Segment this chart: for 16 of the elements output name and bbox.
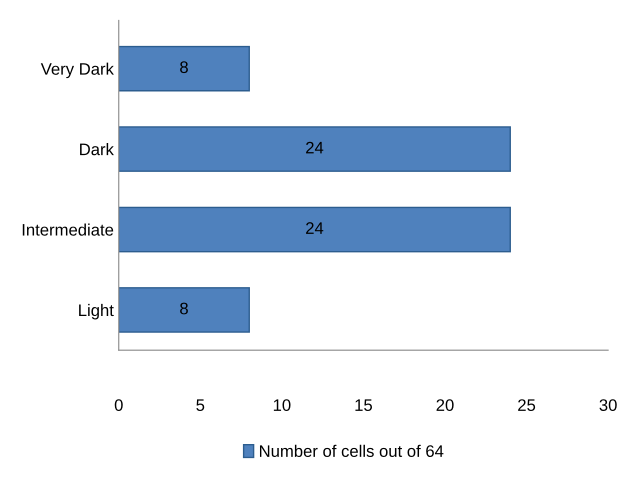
x-tick-label: 20 — [436, 399, 454, 412]
x-tick-label: 25 — [518, 399, 536, 412]
x-tick-label: 30 — [599, 399, 617, 412]
y-tick-label: Dark — [80, 143, 114, 156]
x-tick-label: 5 — [196, 399, 204, 412]
y-tick-label: Light — [79, 304, 114, 320]
data-label: 24 — [306, 222, 324, 234]
x-tick-label: 15 — [355, 399, 372, 412]
legend-label: Number of cells out of 64 — [260, 444, 444, 458]
y-tick-label: Very Dark — [40, 62, 114, 78]
x-tick-label: 0 — [114, 399, 123, 412]
y-tick-label: Intermediate — [22, 223, 114, 236]
data-label: 8 — [180, 302, 188, 314]
data-label: 8 — [180, 61, 188, 74]
x-tick-label: 10 — [274, 399, 290, 412]
data-label: 24 — [306, 142, 324, 154]
